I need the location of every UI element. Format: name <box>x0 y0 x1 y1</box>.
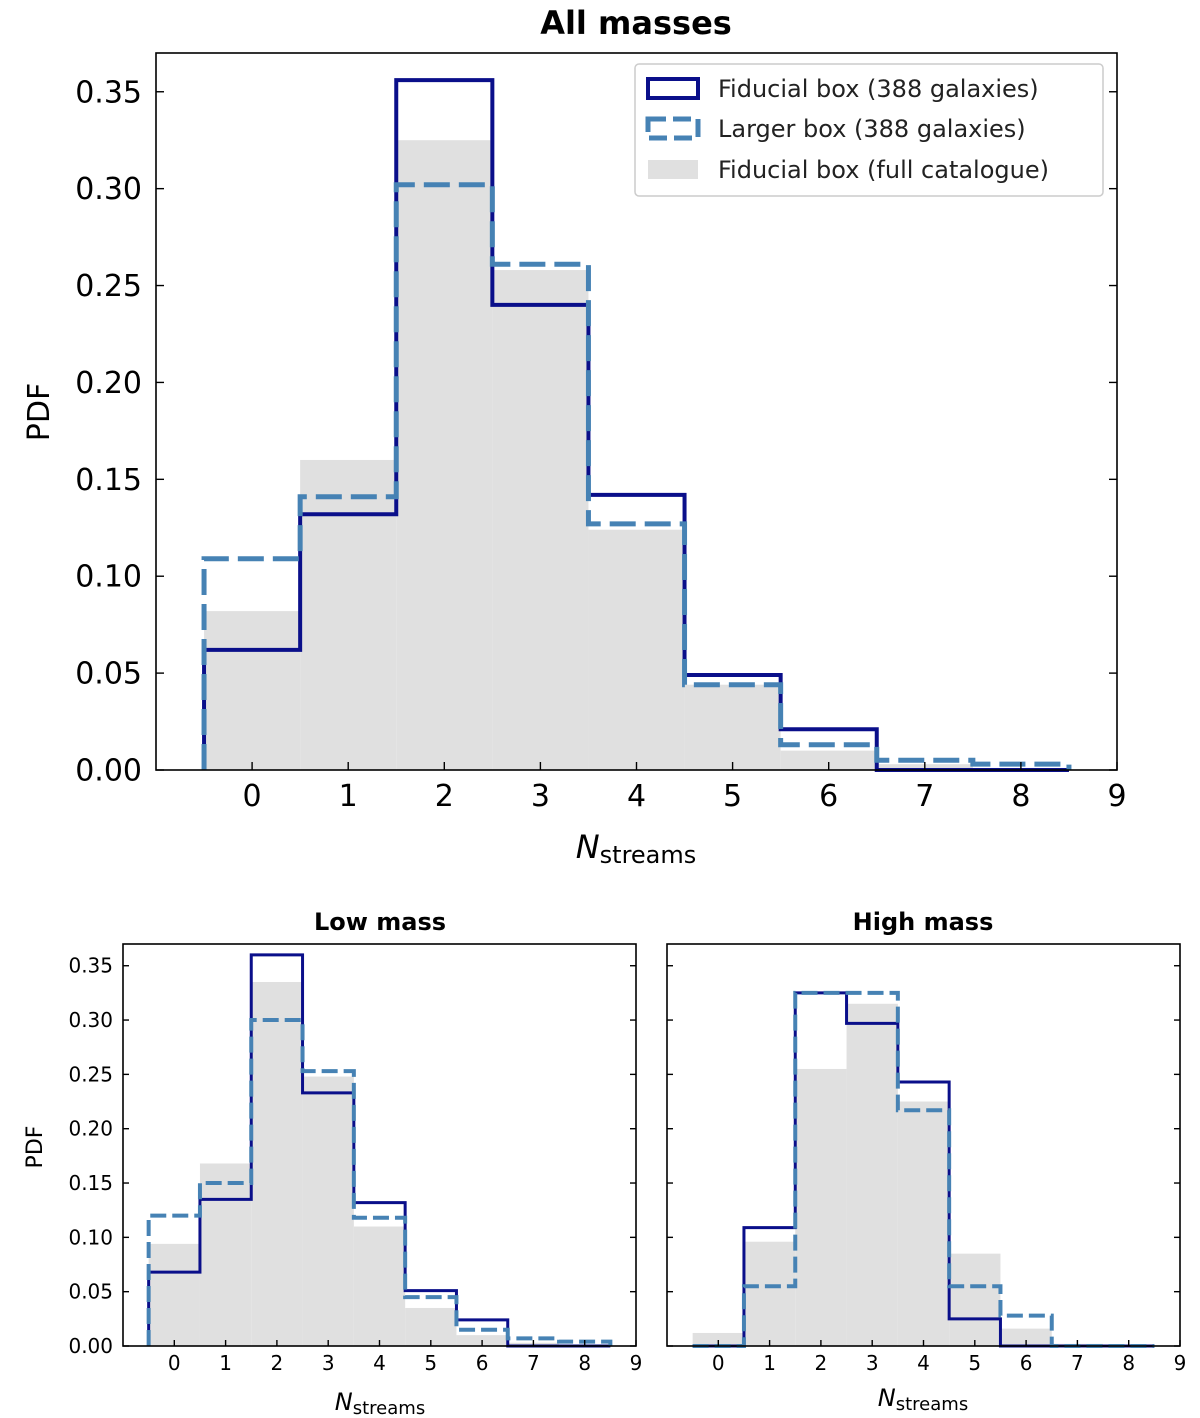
x-tick-label-low-8: 8 <box>578 1351 591 1375</box>
bar-top-full-bin-6 <box>780 750 877 770</box>
step-line-low-larger <box>146 1018 613 1346</box>
plot-area-low-mass: 0 1 2 3 4 5 6 7 8 9 0.00 0.05 0.10 0.15 0.20 0.25 0.30 0.… <box>68 943 643 1375</box>
x-tick-label-low-1: 1 <box>219 1351 232 1375</box>
step-line-high-larger <box>692 990 1155 1348</box>
bar-high-full-bin-0 <box>692 1332 744 1346</box>
legend-swatch-full <box>648 160 698 179</box>
y-tick-label-top-0.15: 0.15 <box>75 463 142 498</box>
bar-high-full-bin-3 <box>846 1003 898 1346</box>
x-tick-label-high-3: 3 <box>866 1351 879 1375</box>
x-tick-label-top-5: 5 <box>723 779 742 814</box>
bar-top-full-bin-4 <box>588 529 685 770</box>
bar-top-full-bin-1 <box>300 459 397 770</box>
x-tick-label-high-2: 2 <box>815 1351 828 1375</box>
x-tick-label-low-0: 0 <box>168 1351 181 1375</box>
legend-label-larger: Larger box (388 galaxies) <box>718 115 1026 143</box>
bar-top-full-bin-5 <box>684 684 781 770</box>
xlabel-high-mass: Nstreams <box>878 1384 968 1415</box>
y-tick-label-low-0.1: 0.10 <box>68 1225 113 1249</box>
bar-low-full-bin-0 <box>148 1243 200 1346</box>
y-tick-label-top-0.2: 0.20 <box>75 366 142 401</box>
y-tick-label-top-0.1: 0.10 <box>75 560 142 595</box>
bar-high-full-bin-5 <box>949 1253 1001 1346</box>
bar-low-full-bin-2 <box>251 982 303 1346</box>
y-tick-label-low-0.35: 0.35 <box>68 954 113 978</box>
x-tick-label-low-4: 4 <box>373 1351 386 1375</box>
bar-top-full-bin-2 <box>396 140 493 770</box>
ylabel-low-mass: PDF <box>23 1126 48 1169</box>
panel-high-mass: High mass 0 1 2 3 4 5 6 7 8 9 Nstreams <box>666 908 1187 1415</box>
x-tick-label-top-1: 1 <box>339 779 358 814</box>
bar-top-full-bin-3 <box>492 270 589 770</box>
y-tick-label-low-0.15: 0.15 <box>68 1171 113 1195</box>
legend-frame <box>634 63 1104 197</box>
legend: Fiducial box (388 galaxies) Larger box (… <box>634 63 1104 197</box>
bar-low-full-bin-1 <box>199 1163 252 1346</box>
x-tick-label-top-8: 8 <box>1011 779 1030 814</box>
x-tick-label-top-2: 2 <box>435 779 454 814</box>
x-tick-label-top-3: 3 <box>531 779 550 814</box>
x-tick-label-high-5: 5 <box>968 1351 981 1375</box>
y-tick-label-top-0.3: 0.30 <box>75 172 142 207</box>
legend-swatch-larger <box>645 116 701 141</box>
bar-high-full-bin-2 <box>795 1068 847 1346</box>
y-tick-label-top-0.05: 0.05 <box>75 657 142 692</box>
title-high-mass: High mass <box>853 908 994 936</box>
bar-high-full-bin-1 <box>743 1241 796 1346</box>
y-tick-label-top-0.35: 0.35 <box>75 75 142 110</box>
x-tick-label-high-9: 9 <box>1174 1351 1187 1375</box>
bar-top-full-bin-0 <box>204 611 301 770</box>
x-tick-label-low-7: 7 <box>527 1351 540 1375</box>
plot-area-all-masses: 0 1 2 3 4 5 6 7 8 9 0.00 0.05 0.10 0.15 0.20 0.25 0.30 0.… <box>75 52 1127 814</box>
x-tick-label-top-9: 9 <box>1107 779 1126 814</box>
legend-label-fiducial: Fiducial box (388 galaxies) <box>718 75 1039 103</box>
x-tick-label-top-4: 4 <box>627 779 646 814</box>
bar-high-full-bin-4 <box>897 1101 950 1346</box>
x-tick-label-low-3: 3 <box>322 1351 335 1375</box>
title-low-mass: Low mass <box>314 908 446 936</box>
ylabel-all-masses: PDF <box>22 383 57 441</box>
y-tick-label-top-0: 0.00 <box>75 754 142 789</box>
x-tick-label-high-6: 6 <box>1020 1351 1033 1375</box>
bar-low-full-bin-5 <box>405 1307 457 1346</box>
x-tick-label-low-9: 9 <box>630 1351 643 1375</box>
x-tick-label-top-0: 0 <box>243 779 262 814</box>
x-tick-label-high-4: 4 <box>917 1351 930 1375</box>
legend-swatch-fiducial <box>646 77 700 100</box>
y-tick-label-low-0.3: 0.30 <box>68 1008 113 1032</box>
bar-low-full-bin-3 <box>302 1076 354 1346</box>
x-tick-label-top-7: 7 <box>915 779 934 814</box>
bar-low-full-bin-4 <box>353 1226 406 1346</box>
y-tick-label-low-0: 0.00 <box>68 1334 113 1358</box>
x-tick-label-high-0: 0 <box>712 1351 725 1375</box>
panel-low-mass: Low mass 0 1 2 3 4 5 6 7 8 90.000.050.100.150.200… <box>23 908 642 1418</box>
x-tick-label-high-8: 8 <box>1122 1351 1135 1375</box>
y-tick-label-low-0.25: 0.25 <box>68 1062 113 1086</box>
xlabel-all-masses: Nstreams <box>576 828 697 869</box>
bar-high-full-bin-6 <box>1000 1328 1052 1346</box>
legend-label-full: Fiducial box (full catalogue) <box>718 156 1049 184</box>
x-tick-label-top-6: 6 <box>819 779 838 814</box>
y-tick-label-top-0.25: 0.25 <box>75 269 142 304</box>
panel-all-masses: All masses 0 1 2 3 4 5 6 7 8 9 0.00 0.05 0.10 0.15 0.2… <box>22 4 1127 869</box>
title-all-masses: All masses <box>540 4 732 42</box>
x-tick-label-high-7: 7 <box>1071 1351 1084 1375</box>
x-tick-label-low-2: 2 <box>271 1351 284 1375</box>
y-tick-label-low-0.2: 0.20 <box>68 1117 113 1141</box>
y-tick-label-low-0.05: 0.05 <box>68 1280 113 1304</box>
step-line-top-larger <box>201 182 1072 770</box>
xlabel-low-mass: Nstreams <box>335 1388 425 1418</box>
x-tick-label-high-1: 1 <box>763 1351 776 1375</box>
x-tick-label-low-5: 5 <box>424 1351 437 1375</box>
plot-area-high-mass: 0 1 2 3 4 5 6 7 8 9 <box>666 943 1187 1375</box>
x-tick-label-low-6: 6 <box>476 1351 489 1375</box>
